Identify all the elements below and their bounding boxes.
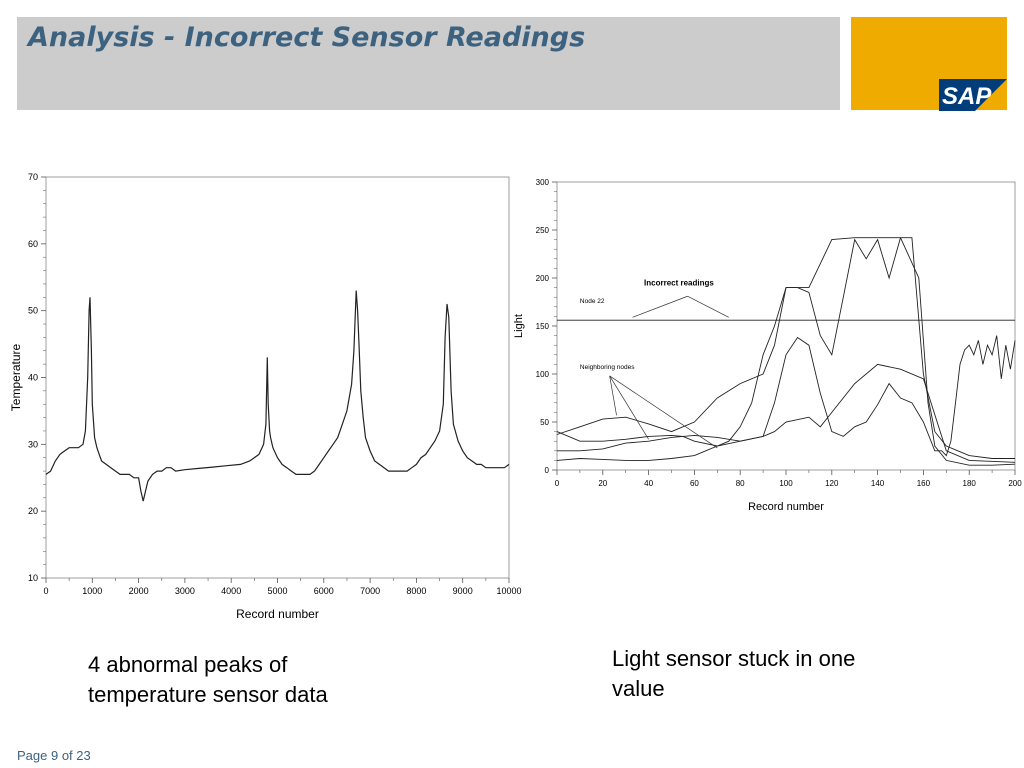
temperature-x-axis-label: Record number	[236, 607, 319, 621]
temperature-x-tick-label: 0	[43, 586, 48, 596]
light-caption-line1: Light sensor stuck in one	[612, 646, 856, 671]
temperature-caption-line2: temperature sensor data	[88, 682, 328, 707]
temperature-x-tick-label: 2000	[129, 586, 149, 596]
temperature-x-tick-label: 8000	[406, 586, 426, 596]
header-band	[17, 17, 840, 110]
light-x-tick-label: 120	[825, 479, 839, 488]
light-annotation-pointer	[609, 375, 649, 440]
temperature-y-tick-label: 50	[28, 306, 38, 316]
light-y-tick-label: 250	[536, 226, 550, 235]
temperature-x-tick-label: 3000	[175, 586, 195, 596]
light-y-tick-label: 300	[536, 178, 550, 187]
light-series-5	[556, 363, 1016, 463]
temperature-y-axis-label: Temperature	[9, 343, 23, 411]
light-y-tick-label: 150	[536, 322, 550, 331]
light-y-tick-label: 100	[536, 370, 550, 379]
light-x-tick-label: 60	[690, 479, 699, 488]
light-y-tick-label: 0	[545, 466, 550, 475]
light-series-4	[557, 335, 1016, 457]
temperature-x-tick-label: 9000	[453, 586, 473, 596]
light-chart: 0 20 40 60 80 100 120 140 160 180 200 0 50 100 150 200 2…	[513, 178, 1022, 513]
light-plot-frame	[556, 181, 1016, 471]
light-series-2	[556, 237, 1016, 466]
light-x-tick-label: 0	[555, 479, 560, 488]
temperature-x-tick-label: 10000	[496, 586, 521, 596]
light-annotation-pointer	[609, 375, 617, 416]
light-x-tick-label: 80	[736, 479, 745, 488]
temperature-y-tick-label: 60	[28, 239, 38, 249]
temperature-caption: 4 abnormal peaks of temperature sensor d…	[88, 650, 328, 710]
temperature-plot-frame	[45, 176, 510, 579]
light-x-tick-label: 200	[1008, 479, 1022, 488]
light-annotation-incorrect-readings: Incorrect readings	[644, 279, 714, 288]
light-caption-line2: value	[612, 676, 665, 701]
light-x-tick-label: 100	[779, 479, 793, 488]
temperature-x-tick-label: 1000	[82, 586, 102, 596]
temperature-x-tick-label: 5000	[267, 586, 287, 596]
light-annotation-neighboring-nodes: Neighboring nodes	[580, 364, 635, 371]
light-caption: Light sensor stuck in one value	[612, 644, 855, 704]
light-x-axis-label: Record number	[748, 501, 824, 513]
temperature-y-tick-label: 10	[28, 573, 38, 583]
light-annotation-pointer	[687, 295, 729, 318]
light-y-tick-label: 50	[540, 418, 549, 427]
temperature-y-tick-label: 30	[28, 439, 38, 449]
temperature-y-tick-label: 70	[28, 172, 38, 182]
light-annotation-pointer	[632, 295, 688, 318]
light-y-tick-label: 200	[536, 274, 550, 283]
sap-logo-badge	[939, 79, 1007, 111]
temperature-y-tick-label: 20	[28, 506, 38, 516]
light-y-axis-label: Light	[513, 314, 525, 338]
page-title: Analysis - Incorrect Sensor Readings	[28, 22, 586, 53]
temperature-x-tick-label: 4000	[221, 586, 241, 596]
temperature-x-tick-label: 7000	[360, 586, 380, 596]
light-series-3	[556, 237, 1015, 459]
temperature-x-tick-label: 6000	[314, 586, 334, 596]
light-x-tick-label: 20	[598, 479, 607, 488]
temperature-y-tick-label: 40	[28, 373, 38, 383]
temperature-chart: 0 1000 2000 3000 4000 5000 6000 7000 8000 9000 100…	[9, 172, 522, 621]
light-x-tick-label: 180	[963, 479, 977, 488]
light-annotation-node-22: Node 22	[580, 298, 605, 305]
sap-logo: SAP	[939, 79, 1007, 111]
temperature-series-1	[45, 290, 510, 502]
light-x-tick-label: 160	[917, 479, 931, 488]
light-annotation-pointer	[609, 375, 718, 449]
light-x-tick-label: 40	[644, 479, 653, 488]
light-x-tick-label: 140	[871, 479, 885, 488]
temperature-caption-line1: 4 abnormal peaks of	[88, 652, 288, 677]
sap-logo-text: SAP	[942, 83, 992, 110]
page-number: Page 9 of 23	[17, 748, 91, 763]
